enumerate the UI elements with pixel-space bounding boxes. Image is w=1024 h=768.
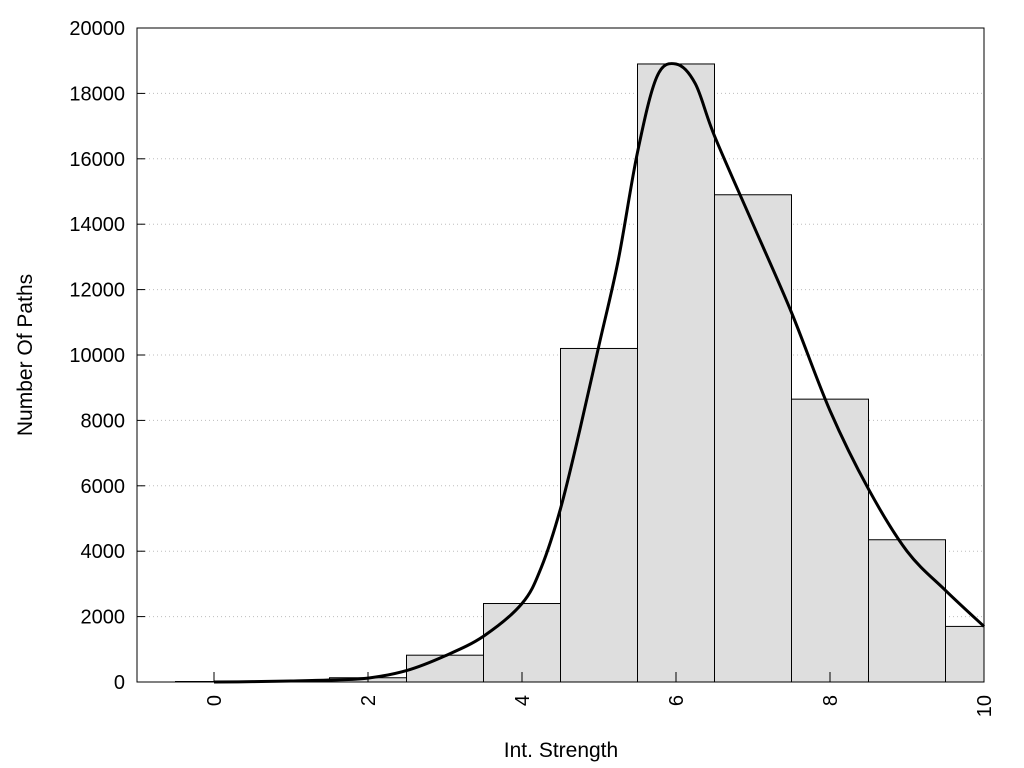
density-curve [213,61,986,684]
histogram-bar [868,539,946,683]
y-tick-label: 0 [114,672,125,694]
histogram-bar [637,63,715,683]
y-tick-label: 8000 [81,410,126,432]
y-tick-label: 10000 [69,345,125,367]
y-tick-label: 20000 [69,18,125,40]
y-tick-label: 6000 [81,476,126,498]
histogram-bar [560,347,638,683]
x-tick-label: 10 [974,695,996,717]
histogram-bar [791,398,869,683]
y-tick-label: 12000 [69,280,125,302]
y-tick-label: 18000 [69,83,125,105]
y-tick-label: 16000 [69,149,125,171]
x-tick-label: 8 [820,695,842,706]
x-tick-label: 4 [512,695,534,706]
histogram-bar [945,625,985,683]
bars [175,63,985,683]
y-ticks: 0 2000 4000 6000 8000 10000 12000 14000 16000 180… [69,18,145,694]
x-tick-label: 0 [204,695,226,706]
x-tick-label: 6 [666,695,688,706]
x-tick-label: 2 [358,695,380,706]
density-curve-line [213,61,986,684]
x-axis-title: Int. Strength [504,739,618,762]
histogram-bar [483,603,561,683]
y-tick-label: 2000 [81,607,126,629]
histogram-bar [406,654,484,683]
x-ticks: 0 2 4 6 8 10 [204,672,996,717]
y-axis-title: Number Of Paths [14,274,37,436]
y-tick-label: 4000 [81,541,126,563]
histogram-bar [714,194,792,683]
y-tick-label: 14000 [69,214,125,236]
